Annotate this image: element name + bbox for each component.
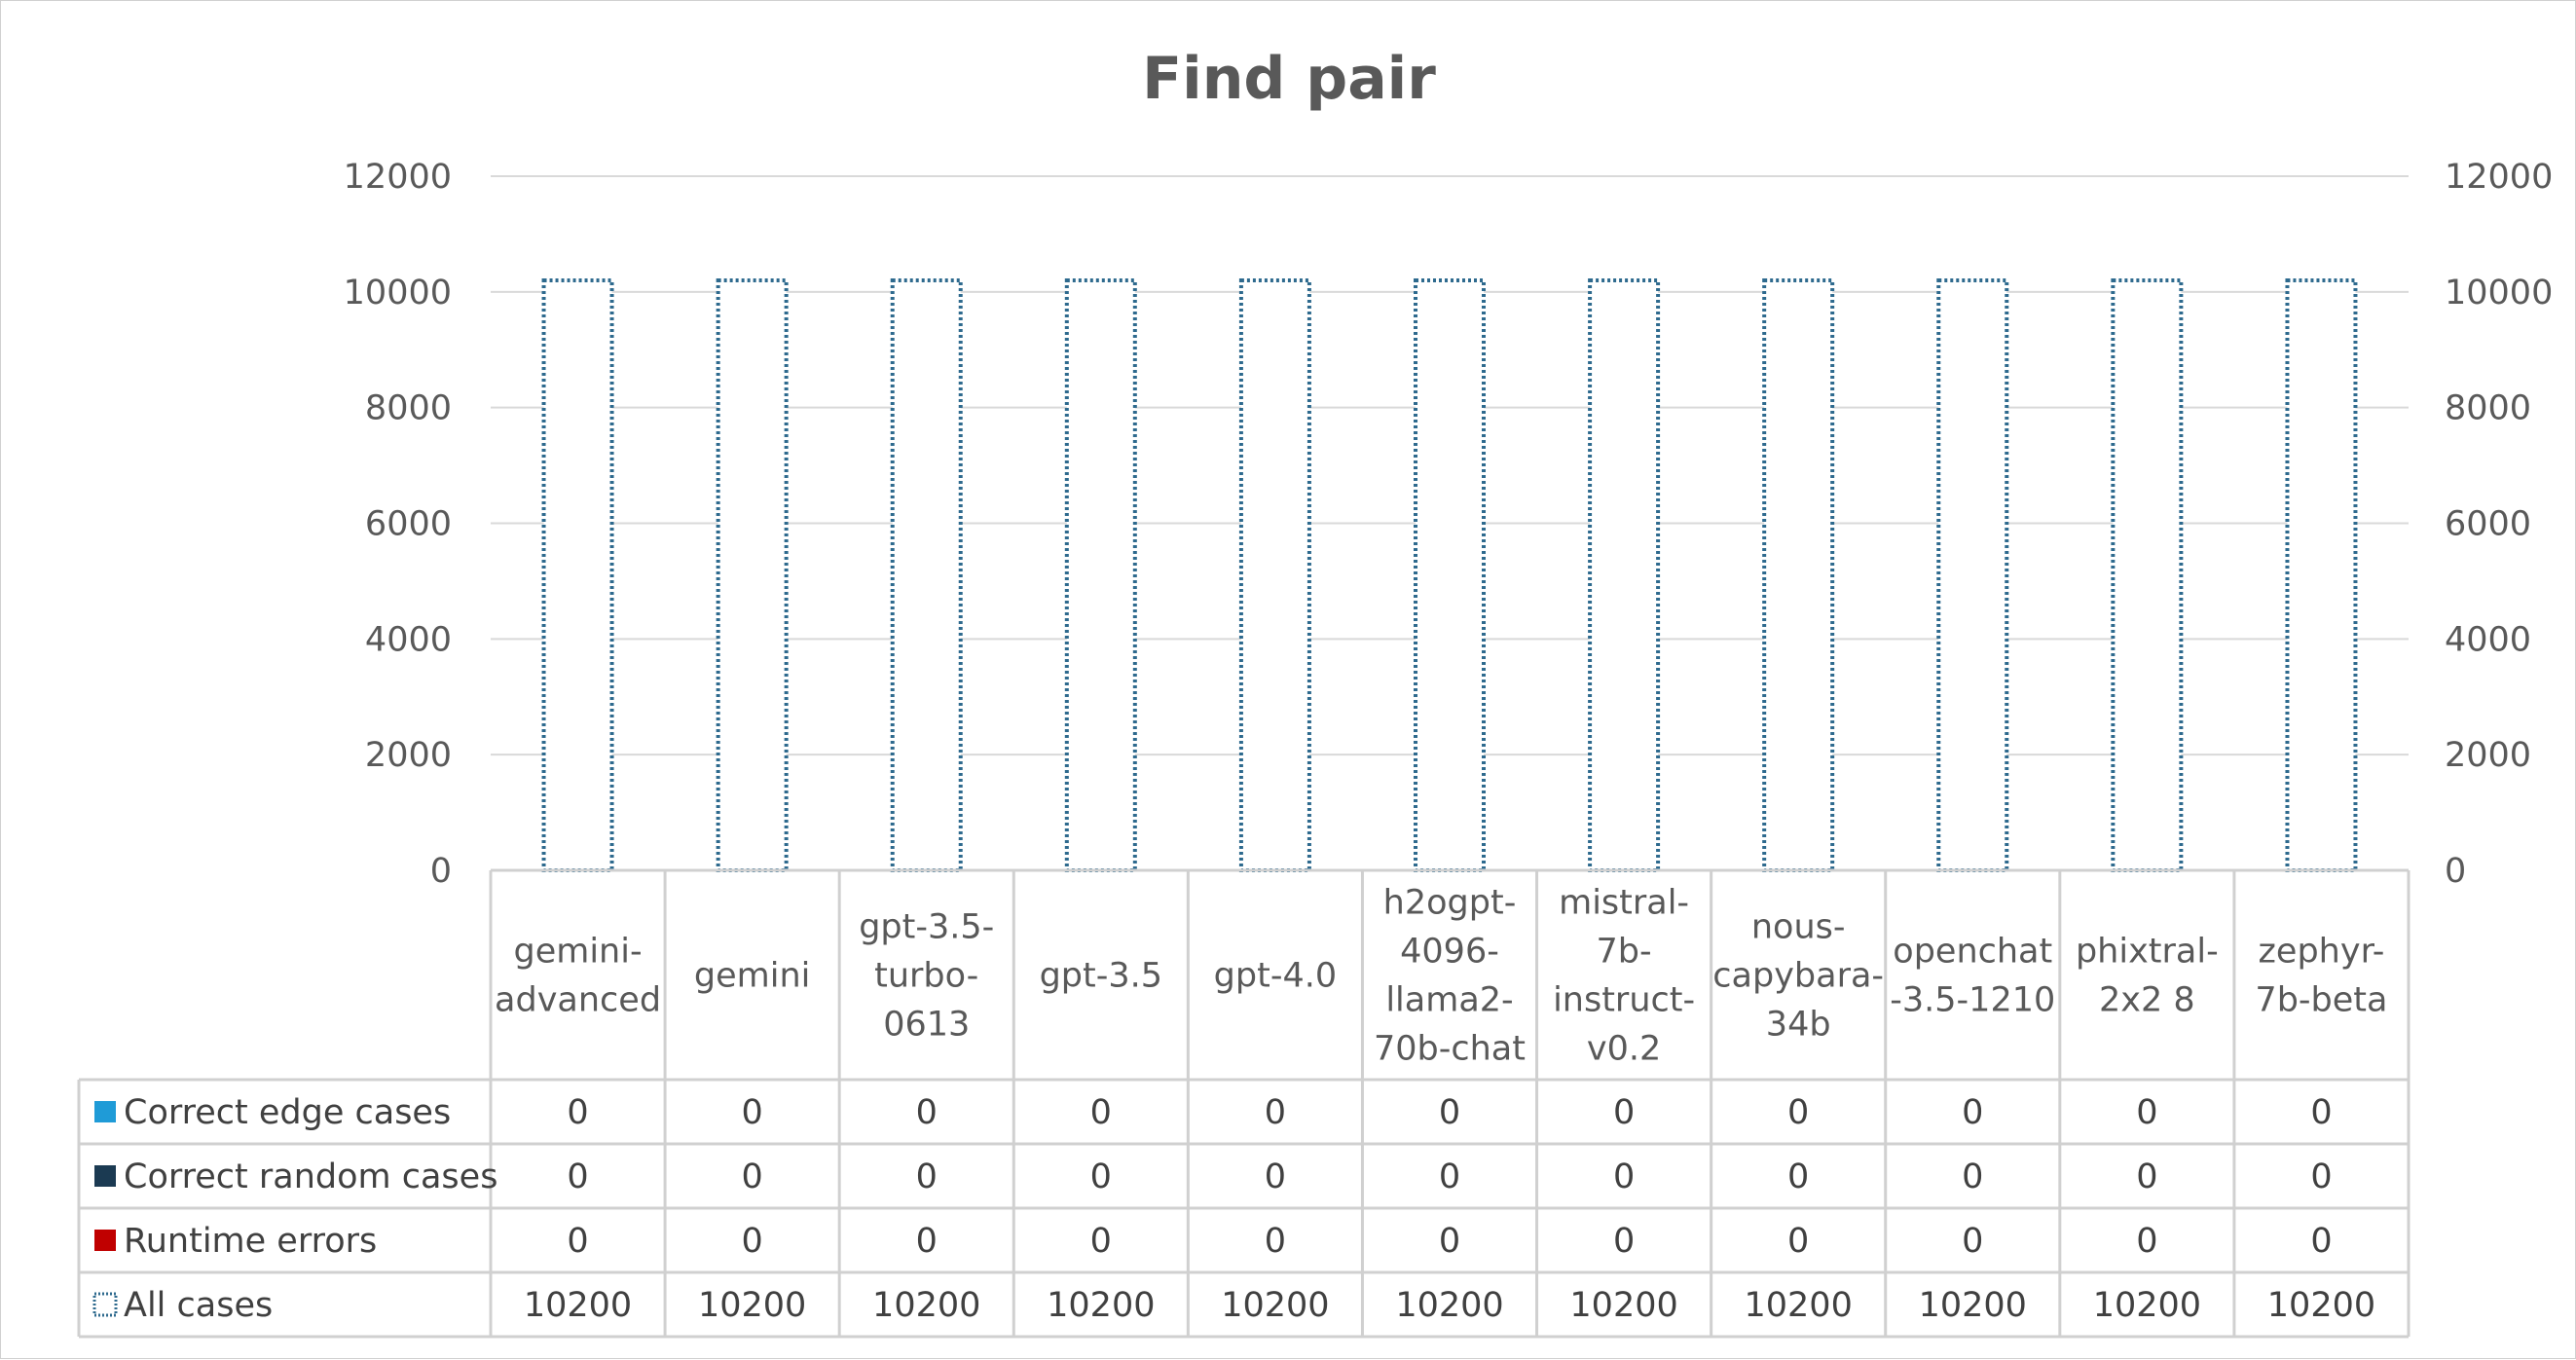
- chart-title: Find pair: [1142, 45, 1436, 113]
- category-label: gemini: [694, 957, 810, 996]
- data-label: 0: [1613, 1093, 1635, 1132]
- y-tick-label: 12000: [344, 158, 452, 197]
- series-label: Runtime errors: [124, 1222, 377, 1261]
- series-label: All cases: [124, 1286, 273, 1325]
- data-label: 10200: [1745, 1286, 1853, 1325]
- bar-all-cases: [541, 277, 614, 872]
- bar-all-cases: [1238, 277, 1311, 872]
- bar-all-cases: [2111, 277, 2184, 872]
- legend-key: [92, 1292, 118, 1317]
- y-tick-label: 8000: [365, 389, 452, 428]
- y2-tick-label: 10000: [2445, 274, 2553, 312]
- data-label: 10200: [1919, 1286, 2027, 1325]
- bars: [541, 277, 2358, 872]
- bar-all-cases: [716, 277, 789, 872]
- bar-all-cases: [1588, 277, 1661, 872]
- data-label: 0: [2136, 1222, 2157, 1261]
- legend-key: [94, 1101, 116, 1122]
- data-label: 0: [1090, 1158, 1112, 1196]
- category-label: h2ogpt-4096-llama2-70b-chat: [1374, 884, 1526, 1069]
- series-label: Correct edge cases: [124, 1093, 451, 1132]
- bar-all-cases: [2285, 277, 2358, 872]
- y-axis-right: 0 2000 4000 6000 8000 10000 12000: [2445, 158, 2553, 891]
- data-label: 0: [1962, 1158, 1983, 1196]
- bar-all-cases: [1414, 277, 1486, 872]
- y2-tick-label: 4000: [2445, 620, 2531, 659]
- y2-tick-label: 8000: [2445, 389, 2531, 428]
- y2-tick-label: 6000: [2445, 505, 2531, 544]
- data-label: 10200: [524, 1286, 632, 1325]
- category-label: gemini-advanced: [495, 933, 661, 1020]
- data-label: 0: [741, 1093, 762, 1132]
- bar-all-cases: [890, 277, 963, 872]
- data-label: 0: [916, 1158, 938, 1196]
- data-label: 0: [1613, 1222, 1635, 1261]
- data-label: 0: [1787, 1158, 1809, 1196]
- y-tick-label: 4000: [365, 620, 452, 659]
- data-label: 0: [1439, 1158, 1460, 1196]
- data-label: 0: [1265, 1093, 1286, 1132]
- data-table: gemini-advanced gemini gpt-3.5-turbo-0613 g…: [77, 868, 2410, 1339]
- data-label: 0: [1787, 1222, 1809, 1261]
- y-tick-label: 10000: [344, 274, 452, 312]
- bar-all-cases: [1762, 277, 1835, 872]
- data-label: 0: [1090, 1222, 1112, 1261]
- data-label: 0: [2310, 1222, 2332, 1261]
- y2-tick-label: 0: [2445, 852, 2466, 891]
- data-label: 0: [567, 1158, 588, 1196]
- category-label: gpt-4.0: [1214, 957, 1337, 996]
- y-axis-left: 0 2000 4000 6000 8000 10000 12000: [344, 158, 452, 891]
- data-label: 0: [567, 1222, 588, 1261]
- data-label: 10200: [2093, 1286, 2201, 1325]
- category-label: gpt-3.5-turbo-0613: [859, 908, 994, 1045]
- y2-tick-label: 12000: [2445, 158, 2553, 197]
- y-tick-label: 6000: [365, 505, 452, 544]
- data-label: 10200: [698, 1286, 806, 1325]
- data-label: 0: [1265, 1158, 1286, 1196]
- category-label: openchat -3.5-1210: [1890, 933, 2055, 1020]
- data-label: 0: [2136, 1158, 2157, 1196]
- data-label: 10200: [872, 1286, 980, 1325]
- category-label: nous-capybara-34b: [1712, 908, 1884, 1045]
- data-label: 0: [2310, 1158, 2332, 1196]
- data-label: 0: [1962, 1093, 1983, 1132]
- data-label: 10200: [2267, 1286, 2375, 1325]
- legend-key: [94, 1165, 116, 1187]
- data-label: 10200: [1569, 1286, 1677, 1325]
- y-tick-label: 0: [430, 852, 452, 891]
- bar-all-cases: [1064, 277, 1137, 872]
- data-label: 0: [2310, 1093, 2332, 1132]
- data-label: 0: [741, 1158, 762, 1196]
- category-label: gpt-3.5: [1040, 957, 1162, 996]
- data-label: 0: [1787, 1093, 1809, 1132]
- y-tick-label: 2000: [365, 736, 452, 775]
- data-label: 0: [916, 1093, 938, 1132]
- data-label: 10200: [1395, 1286, 1503, 1325]
- data-label: 0: [741, 1222, 762, 1261]
- category-label: zephyr-7b-beta: [2255, 933, 2387, 1020]
- legend-key: [94, 1230, 116, 1251]
- data-label: 10200: [1047, 1286, 1155, 1325]
- category-label: mistral-7b-instruct-v0.2: [1553, 884, 1695, 1069]
- bar-all-cases: [1936, 277, 2009, 872]
- y2-tick-label: 2000: [2445, 736, 2531, 775]
- data-label: 0: [1439, 1222, 1460, 1261]
- data-label: 0: [2136, 1093, 2157, 1132]
- series-label: Correct random cases: [124, 1158, 497, 1196]
- data-label: 0: [567, 1093, 588, 1132]
- data-label: 0: [1439, 1093, 1460, 1132]
- data-label: 0: [1265, 1222, 1286, 1261]
- data-label: 0: [1962, 1222, 1983, 1261]
- category-label: phixtral-2x2 8: [2076, 933, 2219, 1020]
- data-label: 0: [1090, 1093, 1112, 1132]
- data-label: 0: [916, 1222, 938, 1261]
- data-label: 0: [1613, 1158, 1635, 1196]
- data-label: 10200: [1221, 1286, 1329, 1325]
